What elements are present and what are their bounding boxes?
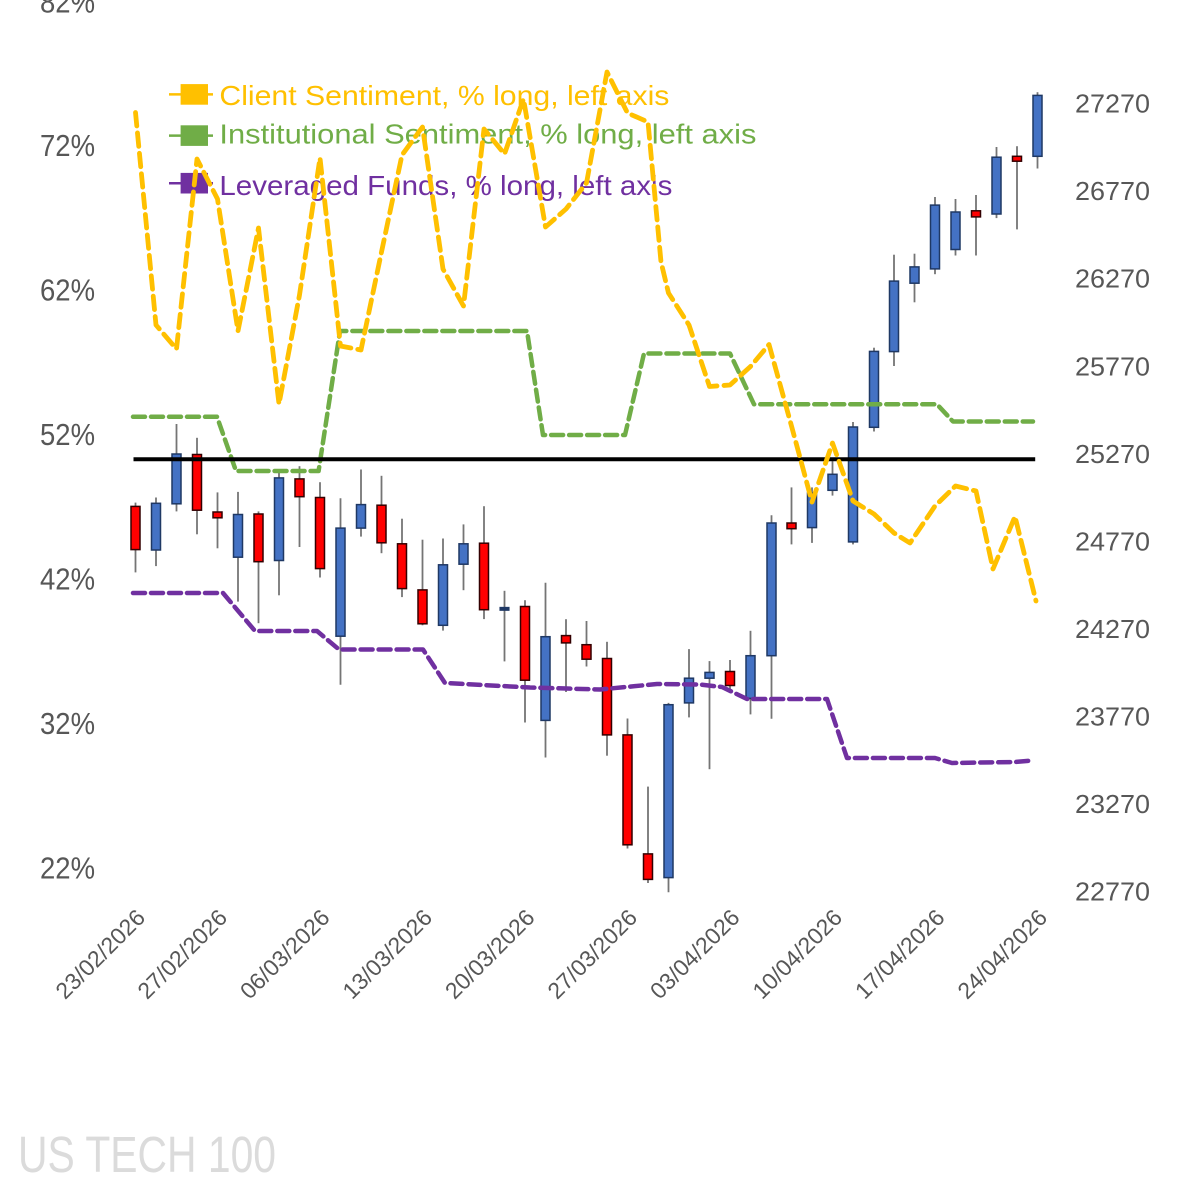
svg-text:72%: 72%: [40, 129, 95, 163]
svg-text:23270: 23270: [1075, 789, 1150, 819]
svg-text:23770: 23770: [1075, 702, 1150, 732]
svg-text:24770: 24770: [1075, 526, 1150, 556]
svg-text:25270: 25270: [1075, 439, 1150, 469]
svg-text:26770: 26770: [1075, 176, 1150, 206]
svg-text:32%: 32%: [40, 707, 95, 741]
svg-text:62%: 62%: [40, 274, 95, 308]
svg-text:26270: 26270: [1075, 264, 1150, 294]
svg-text:Leveraged Funds, % long, left: Leveraged Funds, % long, left axis: [219, 170, 672, 201]
svg-text:22%: 22%: [40, 852, 95, 886]
svg-text:82%: 82%: [40, 0, 95, 20]
svg-text:25770: 25770: [1075, 351, 1150, 381]
svg-text:US TECH 100: US TECH 100: [18, 1126, 276, 1181]
svg-text:52%: 52%: [40, 418, 95, 452]
svg-text:42%: 42%: [40, 563, 95, 597]
svg-text:22770: 22770: [1075, 877, 1150, 907]
svg-text:Client Sentiment, % long, left: Client Sentiment, % long, left axis: [219, 80, 669, 111]
svg-text:24270: 24270: [1075, 614, 1150, 644]
svg-text:27270: 27270: [1075, 89, 1150, 119]
